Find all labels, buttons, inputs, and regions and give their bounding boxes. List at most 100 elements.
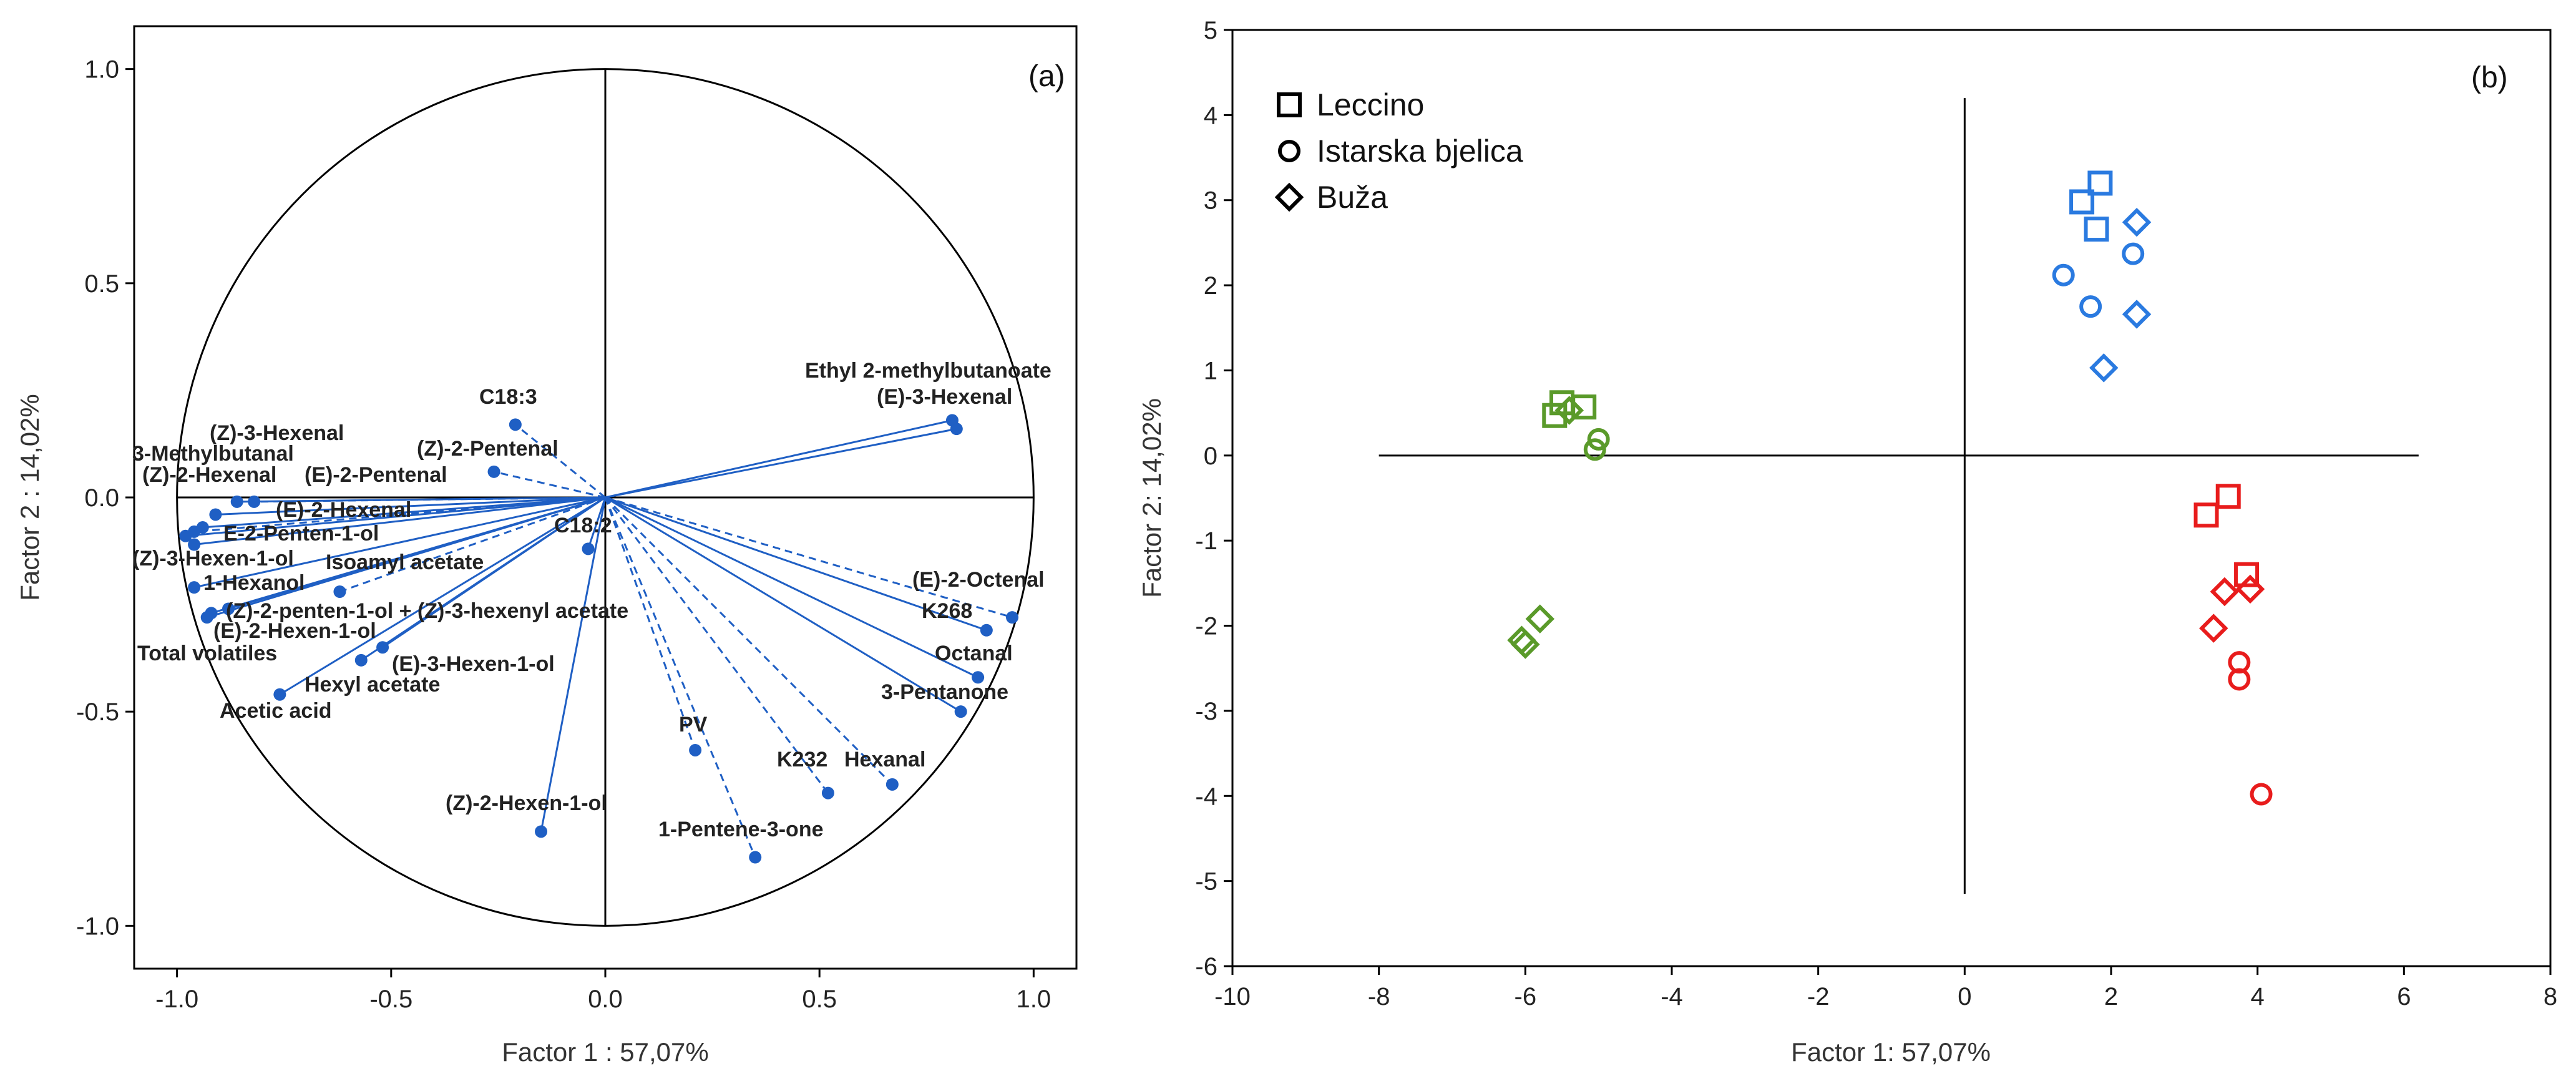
loading-vector-line <box>360 496 606 662</box>
loading-point <box>230 495 243 508</box>
score-y-tick-label: 5 <box>1204 17 1217 44</box>
score-point-square <box>2069 189 2095 215</box>
loading-point <box>821 786 834 800</box>
score-x-tick-label: -6 <box>1515 983 1537 1010</box>
loading-point <box>954 705 967 718</box>
loading-point <box>972 671 985 684</box>
loading-vector-line <box>339 496 606 593</box>
loading-vector-line <box>254 496 606 503</box>
panel-b-tag: (b) <box>2471 61 2508 94</box>
score-point-circle <box>2052 263 2075 286</box>
score-point-diamond <box>1525 604 1555 634</box>
loading-vector-line <box>605 419 953 499</box>
loading-plot-ticks: -1.0 -0.5 0.0 0.5 1.0 -1.0 -0.5 0.0 0.5 1.0 <box>76 56 1051 1013</box>
loading-vector-line <box>193 496 606 545</box>
score-point-square <box>2087 170 2113 196</box>
loading-y-tick-label: -0.5 <box>76 698 119 726</box>
loading-x-tick-label: 0.5 <box>802 986 837 1013</box>
score-point-square <box>2215 484 2241 509</box>
loading-vector-line <box>215 496 606 516</box>
score-point-square <box>2234 562 2260 587</box>
loading-variable-label: Isoamyl acetate <box>326 550 484 574</box>
loading-variable-label: (E)-3-Hexen-1-ol <box>392 652 555 676</box>
loading-variable-label: 1-Hexanol <box>203 571 305 595</box>
score-y-tick-label: 0 <box>1204 443 1217 470</box>
score-point-square <box>1542 403 1568 428</box>
loading-point <box>886 778 899 791</box>
score-y-tick-label: 2 <box>1204 272 1217 300</box>
loading-variable-label: 3-Pentanone <box>881 680 1008 704</box>
loading-plot-y-axis-title: Factor 2 : 14,02% <box>15 394 44 601</box>
loading-vector-line <box>540 497 607 832</box>
loading-point <box>209 508 222 521</box>
loading-point <box>582 542 595 555</box>
loading-variable-label: K232 <box>777 748 827 771</box>
loading-vector-line <box>605 496 1013 619</box>
loading-variable-label: PV <box>679 713 708 736</box>
score-y-tick-label: -3 <box>1195 698 1217 725</box>
loading-point <box>1006 611 1019 624</box>
score-point-square <box>1571 394 1597 420</box>
loading-point <box>487 465 500 478</box>
loading-point <box>980 624 993 637</box>
loading-variable-label: 1-Pentene-3-one <box>658 818 824 841</box>
score-point-diamond <box>2122 300 2152 329</box>
legend-label: Leccino <box>1317 87 1424 122</box>
loading-point <box>188 538 201 551</box>
legend-circle-icon <box>1278 140 1300 162</box>
score-y-tick-label: -2 <box>1195 613 1217 640</box>
loading-variable-label: (Z)-2-Hexenal <box>142 463 276 487</box>
loading-point <box>196 521 209 534</box>
score-y-tick-label: -4 <box>1195 783 1217 810</box>
legend-square-icon <box>1277 92 1302 117</box>
score-plot-frame <box>1231 29 2552 967</box>
score-point-diamond <box>2235 574 2265 604</box>
loading-vector-line <box>605 428 957 499</box>
score-point-circle <box>2079 295 2102 318</box>
score-x-tick-label: 2 <box>2104 983 2118 1010</box>
score-x-tick-label: -8 <box>1368 983 1390 1010</box>
loading-x-tick-label: 1.0 <box>1017 986 1051 1013</box>
loading-variable-label: (Z)-3-Hexen-1-ol <box>132 547 294 570</box>
loading-point <box>333 585 346 598</box>
loading-variable-label: (Z)-3-Hexenal <box>210 421 344 445</box>
loading-vector-line <box>604 496 893 785</box>
loading-vector-line <box>185 496 606 537</box>
loading-variable-label: Octanal <box>935 642 1013 665</box>
score-point-circle <box>2250 783 2273 806</box>
score-x-tick-label: -10 <box>1214 983 1251 1010</box>
score-point-diamond <box>1554 396 1584 425</box>
score-point-circle <box>1583 438 1606 461</box>
legend-label: Buža <box>1317 180 1388 215</box>
loading-point <box>950 423 963 436</box>
loading-vector-line <box>514 424 606 499</box>
loading-vector-line <box>207 496 606 619</box>
loading-y-tick-label: 0.5 <box>84 270 119 298</box>
panel-a-tag: (a) <box>1028 60 1065 93</box>
loading-variable-label: (Z)-2-Hexen-1-ol <box>446 791 607 815</box>
loading-vector-line <box>604 497 756 858</box>
score-point-circle <box>1587 428 1610 451</box>
loading-plot-x-axis-title: Factor 1 : 57,07% <box>502 1037 709 1067</box>
loading-x-tick-label: -1.0 <box>155 986 198 1013</box>
score-x-tick-label: -4 <box>1661 983 1683 1010</box>
score-x-tick-label: 6 <box>2397 983 2411 1010</box>
loading-vector-line <box>494 471 606 499</box>
loading-point <box>749 851 762 864</box>
loading-vector-line <box>193 496 606 589</box>
loading-vector-line <box>604 497 696 751</box>
score-point-square <box>2084 217 2109 242</box>
score-y-tick-label: 3 <box>1204 187 1217 215</box>
loading-vector-line <box>587 497 607 549</box>
loading-point <box>248 495 261 508</box>
loading-variable-label: (E)-2-Octenal <box>912 568 1045 592</box>
loading-point <box>689 743 702 756</box>
loading-x-tick-label: 0.0 <box>588 986 623 1013</box>
loading-vector-line <box>202 496 606 529</box>
score-y-tick-label: -5 <box>1195 868 1217 896</box>
loading-point <box>188 581 201 594</box>
score-point-circle <box>2228 668 2251 691</box>
loading-vectors <box>179 414 1019 864</box>
